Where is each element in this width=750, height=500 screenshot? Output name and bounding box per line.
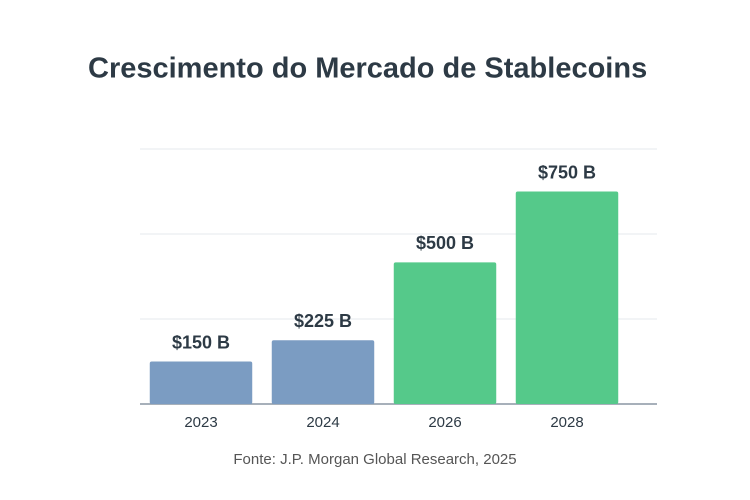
bar: [515, 191, 619, 404]
value-label: $750 B: [538, 162, 596, 182]
x-tick-label: 2024: [306, 414, 339, 431]
value-label: $150 B: [172, 332, 230, 352]
value-label: $225 B: [294, 311, 352, 331]
source-note: Fonte: J.P. Morgan Global Research, 2025: [233, 451, 516, 468]
x-tick-label: 2023: [184, 414, 217, 431]
x-tick-label: 2028: [550, 414, 583, 431]
bar: [393, 262, 497, 404]
value-label: $500 B: [416, 233, 474, 253]
bar: [149, 361, 253, 404]
x-tick-label: 2026: [428, 414, 461, 431]
bar: [271, 340, 375, 404]
chart-title: Crescimento do Mercado de Stablecoins: [88, 53, 647, 85]
